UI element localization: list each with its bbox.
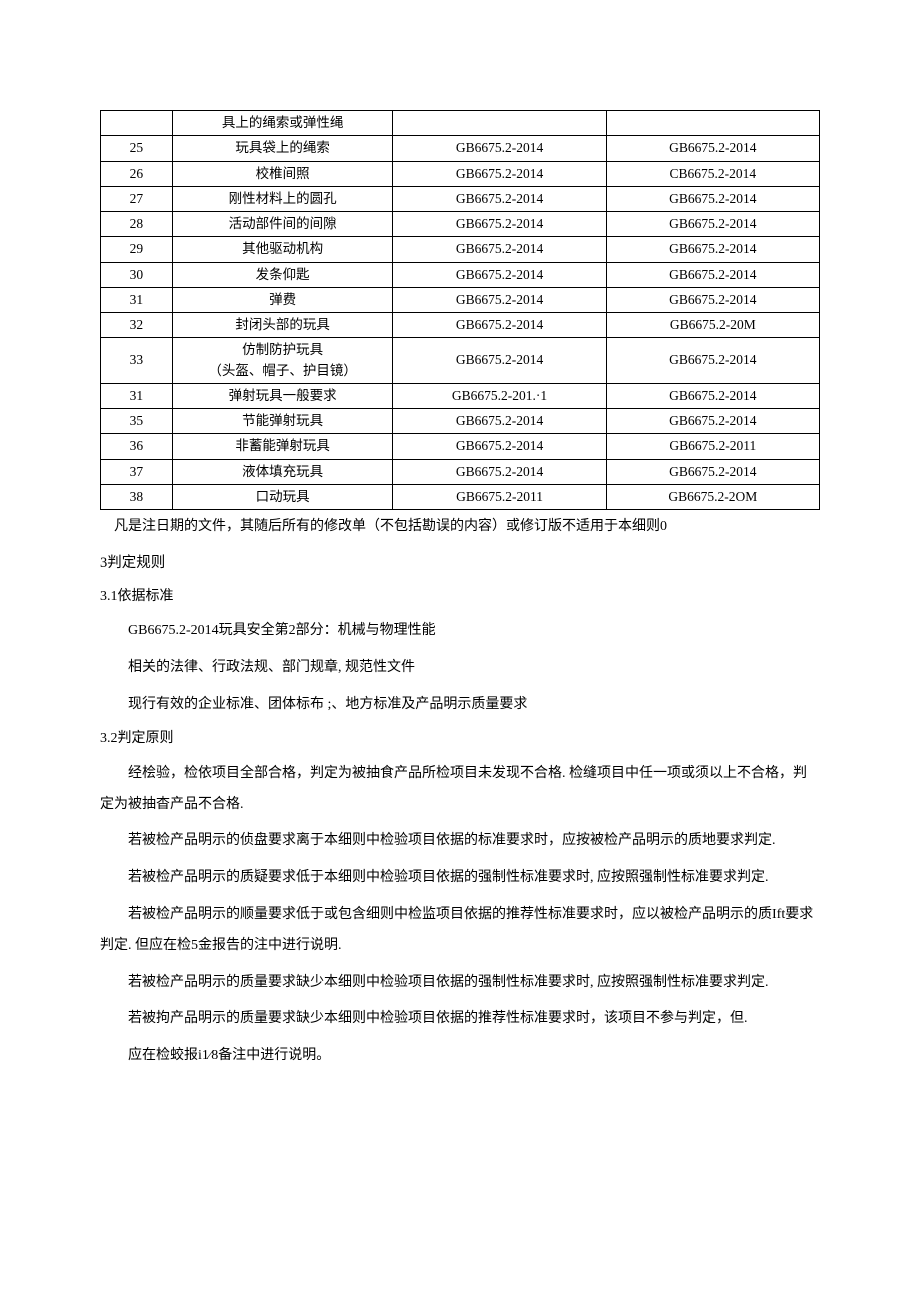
note-after-table: 凡是注日期的文件，其随后所有的修改单（不包括勘误的内容）或修订版不适用于本细则0 xyxy=(100,516,820,538)
row-name: 液体填充玩具 xyxy=(172,459,393,484)
table-row: 36非蓄能弹射玩具GB6675.2-2014GB6675.2-2011 xyxy=(101,434,820,459)
row-name: 其他驱动机构 xyxy=(172,237,393,262)
row-std2: GB6675.2-2014 xyxy=(606,409,819,434)
row-std1: GB6675.2-2014 xyxy=(393,459,606,484)
row-std2: GB6675.2-2014 xyxy=(606,237,819,262)
row-number: 37 xyxy=(101,459,173,484)
section32-para: 若被检产品明示的侦盘要求离于本细则中检验项目依据的标准要求时，应按被检产品明示的… xyxy=(100,826,820,857)
row-number: 36 xyxy=(101,434,173,459)
row-name: 口动玩具 xyxy=(172,484,393,509)
section32-para: 若被检产品明示的质疑要求低于本细则中检验项目依据的强制性标准要求时, 应按照强制… xyxy=(100,863,820,894)
row-std2: GB6675.2-2014 xyxy=(606,136,819,161)
row-std2: GB6675.2-2014 xyxy=(606,459,819,484)
row-number: 29 xyxy=(101,237,173,262)
table-row: 30发条仰匙GB6675.2-2014GB6675.2-2014 xyxy=(101,262,820,287)
table-row: 27刚性材料上的圆孔GB6675.2-2014GB6675.2-2014 xyxy=(101,186,820,211)
row-std1: GB6675.2-2014 xyxy=(393,186,606,211)
row-std1: GB6675.2-201.·1 xyxy=(393,383,606,408)
row-std2: GB6675.2-2014 xyxy=(606,338,819,384)
section31-line: 现行有效的企业标准、团体标布 ;、地方标准及产品明示质量要求 xyxy=(100,690,820,721)
row-std1: GB6675.2-2014 xyxy=(393,287,606,312)
row-number: 35 xyxy=(101,409,173,434)
row-std1: GB6675.2-2011 xyxy=(393,484,606,509)
row-std2: GB6675.2-2OM xyxy=(606,484,819,509)
row-std2: CB6675.2-2014 xyxy=(606,161,819,186)
row-number: 31 xyxy=(101,287,173,312)
row-name: 校椎间照 xyxy=(172,161,393,186)
row-number xyxy=(101,111,173,136)
standards-table: 具上的绳索或弹性绳25玩具袋上的绳索GB6675.2-2014GB6675.2-… xyxy=(100,110,820,510)
row-number: 31 xyxy=(101,383,173,408)
section32-para: 若被检产品明示的顺量要求低于或包含细则中检监项目依据的推荐性标准要求时，应以被检… xyxy=(100,900,820,962)
row-name: 刚性材料上的圆孔 xyxy=(172,186,393,211)
row-number: 30 xyxy=(101,262,173,287)
row-std1: GB6675.2-2014 xyxy=(393,409,606,434)
row-number: 25 xyxy=(101,136,173,161)
row-name: 非蓄能弹射玩具 xyxy=(172,434,393,459)
row-number: 32 xyxy=(101,313,173,338)
table-row: 35节能弹射玩具GB6675.2-2014GB6675.2-2014 xyxy=(101,409,820,434)
section31-line: GB6675.2-2014玩具安全第2部分：机械与物理性能 xyxy=(100,616,820,647)
section31-heading: 3.1依据标准 xyxy=(100,586,820,608)
section32-heading: 3.2判定原则 xyxy=(100,728,820,750)
table-row: 29其他驱动机构GB6675.2-2014GB6675.2-2014 xyxy=(101,237,820,262)
row-std1: GB6675.2-2014 xyxy=(393,237,606,262)
row-std2 xyxy=(606,111,819,136)
row-std2: GB6675.2-2014 xyxy=(606,212,819,237)
table-row: 31弹费GB6675.2-2014GB6675.2-2014 xyxy=(101,287,820,312)
row-number: 38 xyxy=(101,484,173,509)
row-std1: GB6675.2-2014 xyxy=(393,136,606,161)
table-row: 28活动部件间的间隙GB6675.2-2014GB6675.2-2014 xyxy=(101,212,820,237)
table-row: 32封闭头部的玩具GB6675.2-2014GB6675.2-20M xyxy=(101,313,820,338)
row-std2: GB6675.2-20M xyxy=(606,313,819,338)
table-row: 25玩具袋上的绳索GB6675.2-2014GB6675.2-2014 xyxy=(101,136,820,161)
row-name: 弹射玩具一般要求 xyxy=(172,383,393,408)
section32-para: 若被检产品明示的质量要求缺少本细则中检验项目依据的强制性标准要求时, 应按照强制… xyxy=(100,968,820,999)
section32-para: 若被拘产品明示的质量要求缺少本细则中检验项目依据的推荐性标准要求时，该项目不参与… xyxy=(100,1004,820,1035)
row-number: 28 xyxy=(101,212,173,237)
row-name: 仿制防护玩具（头盔、帽子、护目镜） xyxy=(172,338,393,384)
section32-tail: 应在检蛟报i1⁄8备注中进行说明。 xyxy=(100,1041,820,1072)
section3-heading: 3判定规则 xyxy=(100,552,820,575)
page-container: 具上的绳索或弹性绳25玩具袋上的绳索GB6675.2-2014GB6675.2-… xyxy=(0,0,920,1118)
table-row: 26校椎间照GB6675.2-2014CB6675.2-2014 xyxy=(101,161,820,186)
row-std2: GB6675.2-2014 xyxy=(606,186,819,211)
row-name: 具上的绳索或弹性绳 xyxy=(172,111,393,136)
row-std2: GB6675.2-2014 xyxy=(606,262,819,287)
section31-line: 相关的法律、行政法规、部门规章, 规范性文件 xyxy=(100,653,820,684)
row-std1: GB6675.2-2014 xyxy=(393,434,606,459)
row-name: 玩具袋上的绳索 xyxy=(172,136,393,161)
row-std2: GB6675.2-2014 xyxy=(606,383,819,408)
row-std1: GB6675.2-2014 xyxy=(393,313,606,338)
table-row: 具上的绳索或弹性绳 xyxy=(101,111,820,136)
row-number: 27 xyxy=(101,186,173,211)
row-std1: GB6675.2-2014 xyxy=(393,161,606,186)
table-row: 31弹射玩具一般要求GB6675.2-201.·1GB6675.2-2014 xyxy=(101,383,820,408)
row-name: 弹费 xyxy=(172,287,393,312)
row-name: 封闭头部的玩具 xyxy=(172,313,393,338)
row-name: 节能弹射玩具 xyxy=(172,409,393,434)
row-number: 33 xyxy=(101,338,173,384)
row-std2: GB6675.2-2014 xyxy=(606,287,819,312)
table-row: 38口动玩具GB6675.2-2011GB6675.2-2OM xyxy=(101,484,820,509)
table-row: 37液体填充玩具GB6675.2-2014GB6675.2-2014 xyxy=(101,459,820,484)
row-std1 xyxy=(393,111,606,136)
row-name: 活动部件间的间隙 xyxy=(172,212,393,237)
row-std1: GB6675.2-2014 xyxy=(393,338,606,384)
section32-para: 经桧验，检依项目全部合格，判定为被抽食产品所检项目未发现不合格. 检缝项目中任一… xyxy=(100,759,820,821)
row-std2: GB6675.2-2011 xyxy=(606,434,819,459)
table-row: 33仿制防护玩具（头盔、帽子、护目镜）GB6675.2-2014GB6675.2… xyxy=(101,338,820,384)
row-number: 26 xyxy=(101,161,173,186)
row-std1: GB6675.2-2014 xyxy=(393,262,606,287)
row-std1: GB6675.2-2014 xyxy=(393,212,606,237)
row-name: 发条仰匙 xyxy=(172,262,393,287)
